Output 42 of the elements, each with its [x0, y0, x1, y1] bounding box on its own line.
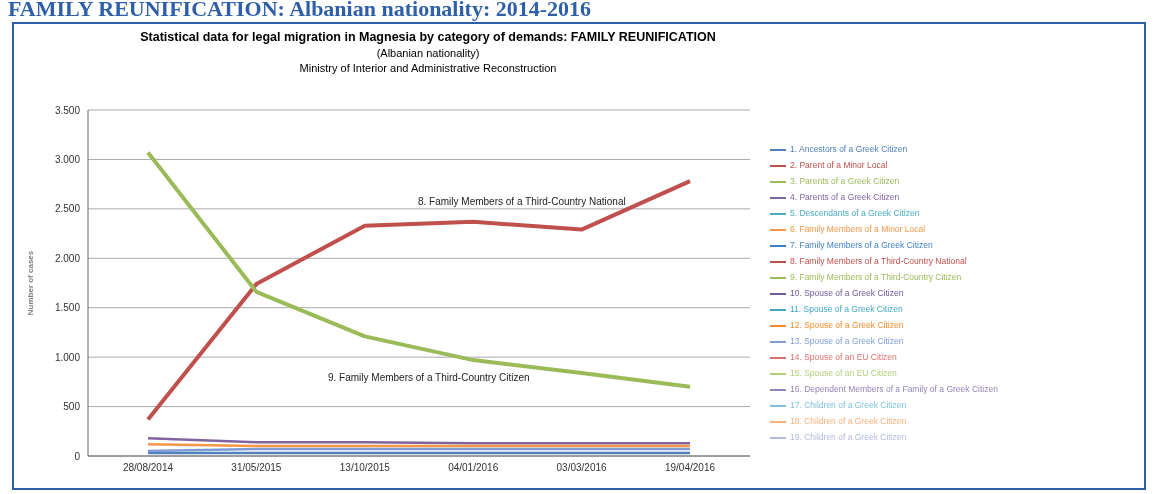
legend-label: 1. Ancestors of a Greek Citizen: [790, 144, 908, 155]
y-axis-title: Number of cases: [25, 250, 35, 316]
y-tick-label: 2.500: [54, 203, 81, 215]
legend-label: 3. Parents of a Greek Citizen: [790, 176, 900, 187]
y-tick-label: 1.000: [54, 351, 81, 363]
legend-label: 19. Children of a Greek Citizen: [790, 432, 907, 443]
y-tick-label: 1.500: [54, 302, 81, 314]
x-tick-label: 31/05/2015: [231, 462, 282, 474]
x-tick-label: 28/08/2014: [122, 462, 174, 474]
legend-label: 9. Family Members of a Third-Country Citizen: [790, 272, 962, 283]
x-tick-label: 04/01/2016: [448, 462, 499, 474]
x-tick-label: 13/10/2015: [339, 462, 391, 474]
chart-title: Statistical data for legal migration in Magnesia by category of demands: FAMILY REUNIFICATION: [139, 30, 717, 44]
y-tick-label: 3.000: [54, 153, 81, 165]
line-series: [146, 179, 692, 422]
text: FAMILY REUNIFICATION: Albanian nationality: 2014-2016: [8, 0, 592, 22]
annotation: 9. Family Members of a Third-Country Citizen: [328, 372, 530, 383]
y-tick-label: 0: [74, 450, 81, 462]
legend-label: 6. Family Members of a Minor Local: [790, 224, 926, 235]
legend-label: 12. Spouse of a Greek Citizen: [790, 320, 904, 331]
legend-label: 7. Family Members of a Greek Citizen: [790, 240, 933, 251]
line-series: [146, 150, 692, 389]
legend-label: 10. Spouse of a Greek Citizen: [790, 288, 904, 299]
legend-label: 13. Spouse of a Greek Citizen: [790, 336, 904, 347]
legend-label: 8. Family Members of a Third-Country National: [790, 256, 967, 267]
x-tick-label: 19/04/2016: [664, 462, 716, 474]
legend-label: 2. Parent of a Minor Local: [790, 160, 888, 171]
x-tick-label: 03/03/2016: [556, 462, 608, 474]
legend-label: 4. Parents of a Greek Citizen: [790, 192, 900, 203]
legend-label: 16. Dependent Members of a Family of a Greek Citizen: [790, 384, 998, 395]
y-tick-label: 500: [63, 401, 81, 413]
legend-label: 11. Spouse of a Greek Citizen: [790, 304, 903, 315]
legend-label: 15. Spouse of an EU Citizen: [790, 368, 897, 379]
text: Ministry of Interior and Administrative Reconstruction: [298, 62, 558, 74]
y-tick-label: 3.500: [54, 104, 81, 116]
y-tick-label: 2.000: [54, 252, 81, 264]
legend-label: 18. Children of a Greek Citizen: [790, 416, 907, 427]
annotation: 8. Family Members of a Third-Country National: [418, 196, 626, 207]
legend-label: 17. Children of a Greek Citizen: [790, 400, 907, 411]
chart-subtitle: (Albanian nationality): [375, 47, 481, 59]
legend-label: 5. Descendants of a Greek Citizen: [790, 208, 920, 219]
legend-label: 14. Spouse of an EU Citizen: [790, 352, 897, 363]
